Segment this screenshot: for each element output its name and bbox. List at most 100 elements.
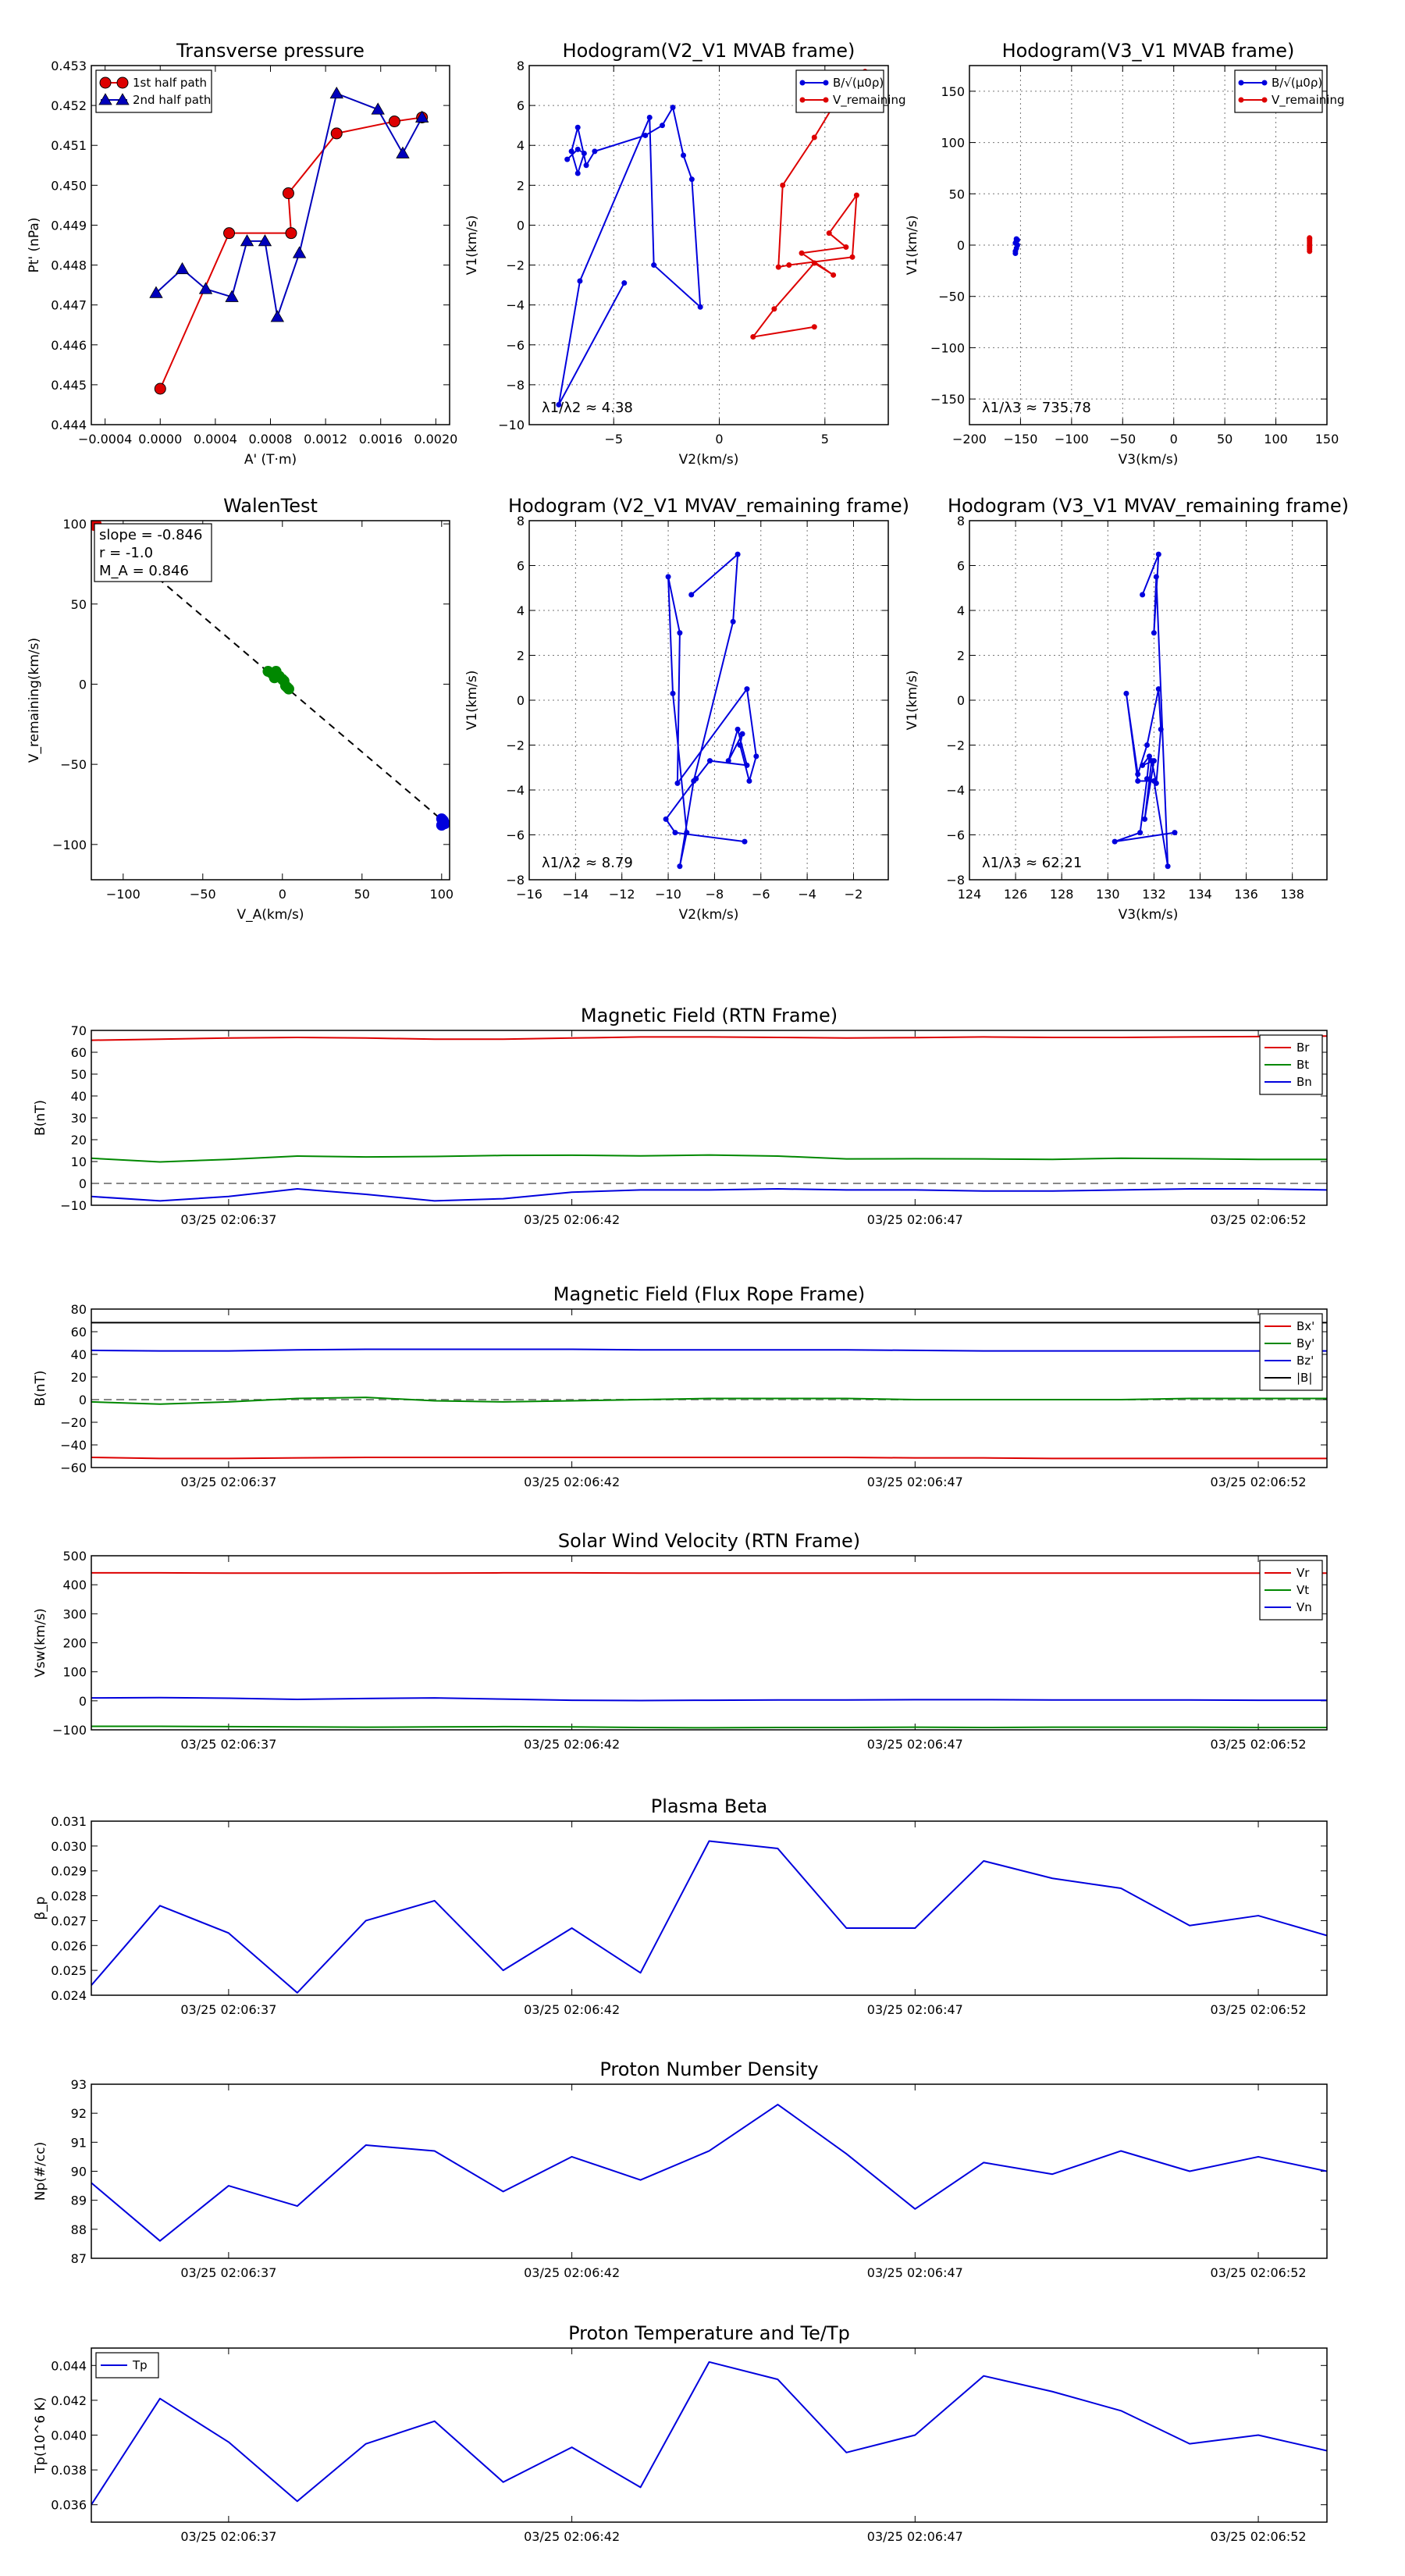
plot-frame — [969, 520, 1328, 881]
series-v-point — [1144, 776, 1151, 782]
eigenvalue-ratio-label: λ1/λ2 ≈ 8.79 — [542, 855, 633, 871]
series-v-point — [665, 574, 671, 580]
stats-line: M_A = 0.846 — [99, 563, 189, 579]
series-v-point — [693, 776, 699, 782]
x-tick-label: −150 — [1003, 432, 1037, 447]
y-tick-label: 40 — [71, 1347, 87, 1362]
data-layer — [91, 1571, 1327, 1729]
plot-frame — [91, 1308, 1328, 1468]
series-v-point — [677, 630, 683, 636]
series-v-remaining-point — [786, 262, 792, 269]
series-bz-line — [91, 1348, 1327, 1352]
y-tick-label: 0.452 — [51, 98, 87, 113]
y-tick-label: −20 — [60, 1415, 87, 1430]
x-tick-label: −50 — [190, 887, 216, 902]
y-tick-label: 0.030 — [51, 1839, 87, 1854]
series-b-0-point — [574, 124, 581, 130]
eigenvalue-ratio-label: λ1/λ2 ≈ 4.38 — [542, 400, 633, 416]
y-tick-label: −8 — [506, 873, 525, 888]
y-tick-label: 80 — [71, 1302, 87, 1317]
data-layer — [663, 551, 759, 870]
data-layer — [91, 1322, 1327, 1460]
stats-box — [94, 523, 212, 582]
data-layer — [1112, 551, 1178, 870]
y-tick-label: 0.444 — [51, 418, 87, 432]
legend-marker — [1238, 97, 1244, 103]
series-b-0-point — [1013, 236, 1019, 242]
x-tick-label: −8 — [706, 887, 724, 902]
legend: B/√(μ0ρ) V_remaining — [795, 69, 906, 113]
series-tp-line — [91, 2361, 1327, 2506]
series-v-point — [1153, 574, 1159, 580]
series-b-0-line — [557, 106, 702, 406]
series-b-0-point — [592, 148, 598, 155]
legend-marker — [823, 80, 829, 86]
series-v-point — [1144, 742, 1151, 748]
x-tick-label: −6 — [752, 887, 770, 902]
series-v-point — [744, 686, 750, 692]
chart-title: WalenTest — [223, 495, 318, 517]
series-v-line — [665, 553, 757, 867]
series-2nd-half-path-point — [329, 86, 343, 99]
series-b-0-point — [659, 123, 665, 129]
y-tick-label: 8 — [517, 59, 525, 73]
y-tick-label: 300 — [62, 1606, 87, 1621]
series-v-point — [1140, 592, 1146, 598]
series-v-point — [670, 690, 676, 696]
x-tick-label: 03/25 02:06:42 — [524, 1475, 620, 1489]
series-bt-line — [91, 1154, 1327, 1163]
series-v-point — [742, 838, 748, 845]
y-tick-label: 0.044 — [51, 2358, 87, 2373]
series-v-point — [1135, 771, 1141, 777]
y-axis-label: Np(#/cc) — [33, 2142, 48, 2201]
plot-frame — [528, 520, 889, 881]
x-tick-label: 03/25 02:06:47 — [867, 1475, 963, 1489]
series-v-point — [1137, 830, 1144, 836]
chart-title: Proton Number Density — [599, 2058, 818, 2080]
data-layer — [91, 521, 450, 831]
series-b-0-point — [646, 114, 653, 120]
panel-proton-number-density: Proton Number Density 87 88 89 90 91 92 93 03/25… — [33, 2058, 1328, 2280]
legend-label: Vr — [1297, 1566, 1310, 1580]
y-axis-label: V1(km/s) — [905, 671, 920, 731]
series-v-point — [1123, 690, 1129, 696]
y-tick-label: 2 — [517, 178, 525, 193]
panel-transverse-pressure: Transverse pressure 0.444 0.445 0.446 0.447 0… — [27, 40, 457, 468]
y-tick-label: 0.446 — [51, 338, 87, 353]
series-2nd-half-path-point — [292, 246, 307, 258]
series-v-remaining-point — [771, 306, 777, 312]
y-tick-label: 0.040 — [51, 2428, 87, 2443]
x-tick-label: 03/25 02:06:37 — [180, 1212, 276, 1227]
x-tick-label: 03/25 02:06:42 — [524, 1212, 620, 1227]
legend-label: Bz' — [1297, 1354, 1314, 1368]
y-tick-label: −50 — [938, 290, 965, 304]
x-axis-label: V3(km/s) — [1119, 452, 1179, 468]
x-tick-label: 130 — [1096, 887, 1120, 902]
x-tick-label: 0.0004 — [194, 432, 237, 447]
x-tick-label: 03/25 02:06:47 — [867, 2265, 963, 2280]
series-v-point — [1140, 762, 1146, 768]
x-tick-label: 128 — [1050, 887, 1074, 902]
y-tick-label: 50 — [71, 1067, 87, 1082]
y-tick-label: 91 — [71, 2135, 87, 2150]
series-b-0-point — [577, 278, 583, 284]
series-v-point — [739, 731, 745, 737]
series-b-0-point — [564, 156, 571, 162]
x-axis-label: V2(km/s) — [679, 907, 739, 923]
series-v-point — [1155, 686, 1161, 692]
x-tick-label: −14 — [562, 887, 589, 902]
x-tick-label: 03/25 02:06:42 — [524, 2529, 620, 2544]
series-b-0-point — [681, 152, 687, 158]
series-v-point — [677, 863, 683, 870]
plot-frame — [528, 65, 889, 425]
series-v-remaining-point — [843, 244, 849, 251]
x-tick-label: 03/25 02:06:47 — [867, 1737, 963, 1752]
series-bx-line — [91, 1456, 1327, 1460]
series-v-remaining-point — [849, 254, 855, 260]
x-axis-label: V2(km/s) — [679, 452, 739, 468]
legend-marker — [799, 80, 806, 86]
x-tick-label: 136 — [1234, 887, 1258, 902]
x-tick-label: 0.0000 — [138, 432, 182, 447]
y-tick-label: 20 — [71, 1133, 87, 1147]
legend-frame — [95, 69, 212, 113]
